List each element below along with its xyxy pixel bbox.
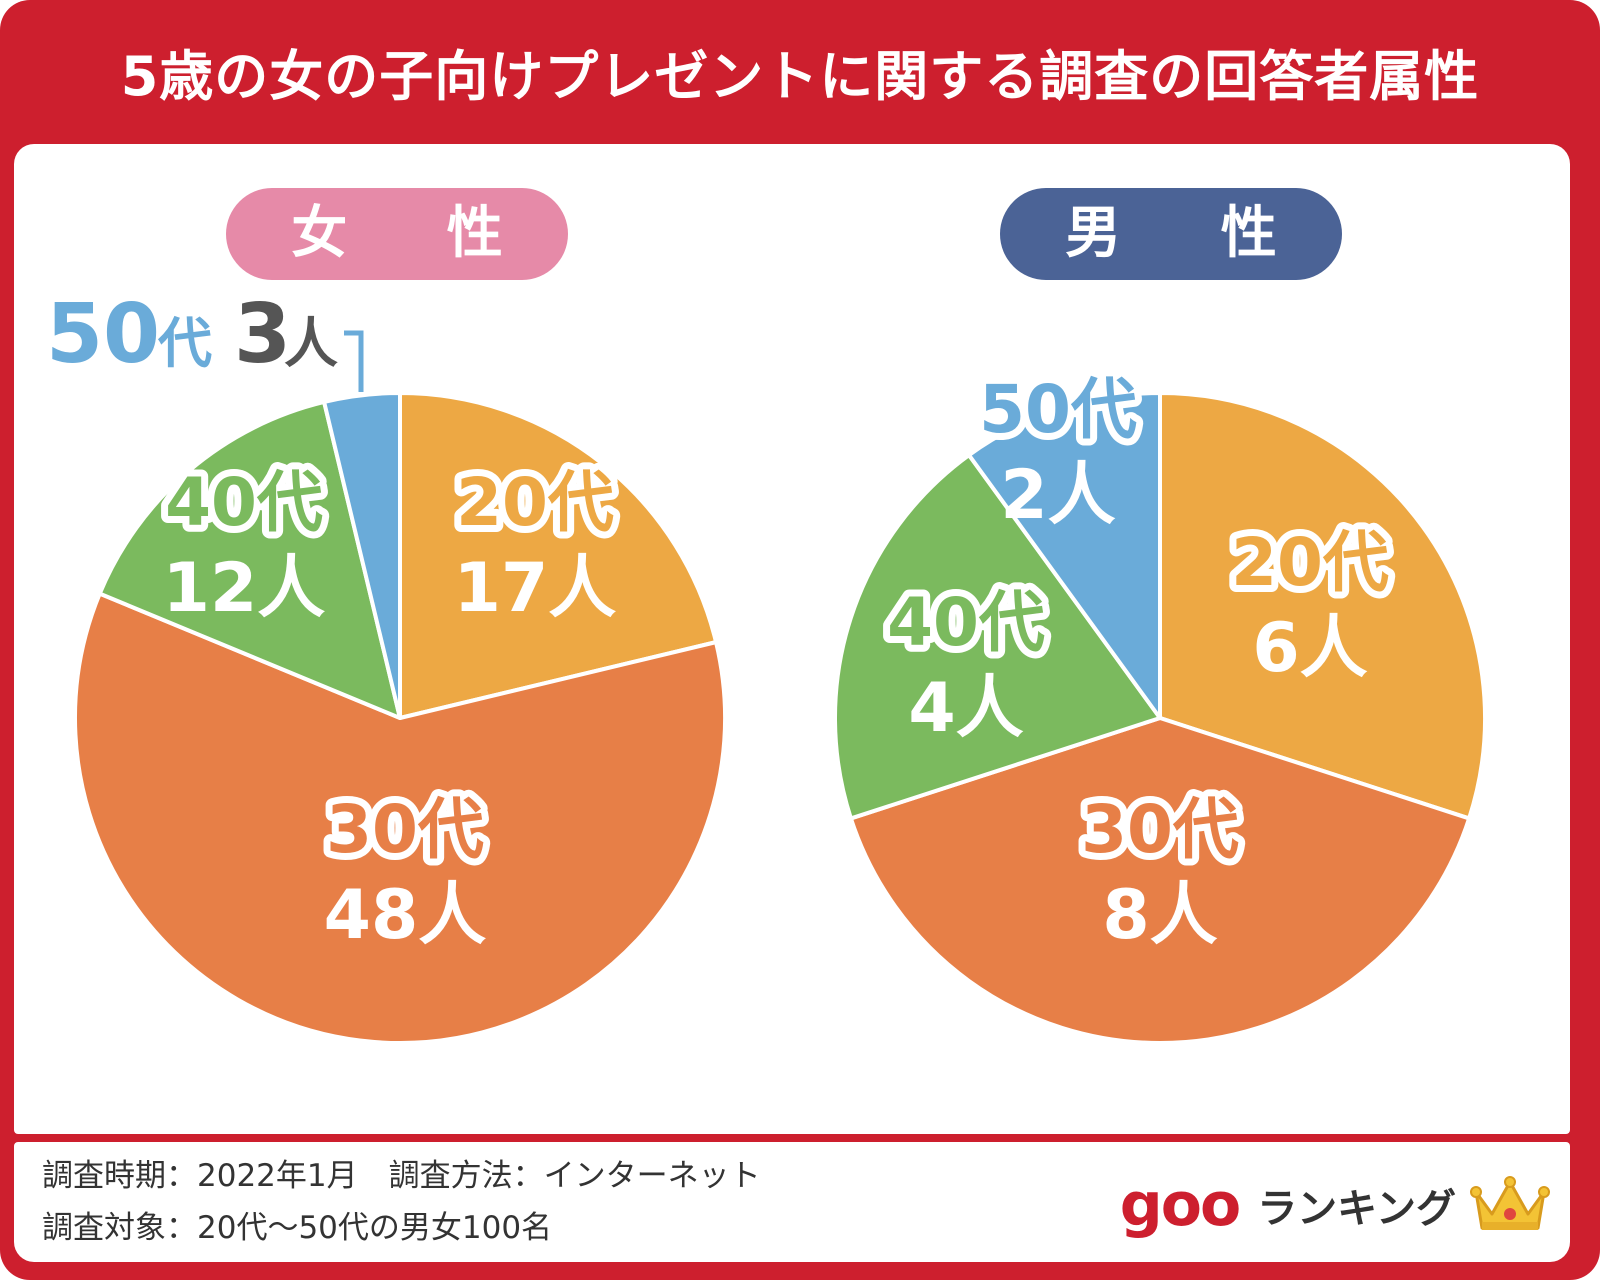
pie-slice-50代 bbox=[966, 391, 1162, 720]
slice-label-count: 48人 bbox=[324, 876, 487, 955]
survey-target: 調査対象：20代〜50代の男女100名 bbox=[42, 1210, 553, 1246]
slice-label-count: 17人 bbox=[454, 549, 617, 628]
slice-label-category: 30代 bbox=[326, 791, 484, 868]
slice-label-category: 50代 bbox=[979, 371, 1137, 448]
goo-logo-text: goo bbox=[1119, 1170, 1241, 1240]
ranking-logo-text: ランキング bbox=[1257, 1186, 1456, 1232]
female-pie: 20代 17人 30代 48人 40代 12人 bbox=[73, 391, 727, 1045]
slice-label-category: 40代 bbox=[887, 584, 1045, 661]
slice-label-category: 30代 bbox=[1081, 791, 1239, 868]
pie-slice-20代 bbox=[1158, 391, 1487, 821]
pie-slice-30代 bbox=[848, 716, 1472, 1045]
slice-label-category: 40代 bbox=[165, 464, 323, 541]
callout-dai: 代 bbox=[157, 312, 212, 375]
slice-label-category: 20代 bbox=[456, 464, 614, 541]
slice-label-count: 2人 bbox=[1000, 456, 1115, 535]
callout-leader-line bbox=[344, 330, 364, 392]
pie-slice-40代 bbox=[833, 453, 1162, 821]
male-pie: 20代 6人 30代 8人 40代 4人 50代 2人 bbox=[833, 364, 1487, 1045]
pie-slice-20代 bbox=[398, 391, 719, 720]
male-chart-title: 男 性 bbox=[1000, 188, 1342, 280]
female-chart-title: 女 性 bbox=[226, 188, 568, 280]
slice-label-count: 8人 bbox=[1102, 876, 1217, 955]
slice-label-count: 6人 bbox=[1252, 609, 1367, 688]
goo-ranking-logo: goo ランキング bbox=[1120, 1170, 1550, 1240]
callout-count: 3 bbox=[234, 287, 291, 382]
pie-slice-40代 bbox=[97, 399, 402, 720]
footer: 調査時期：2022年1月 調査方法：インターネット 調査対象：20代〜50代の男… bbox=[14, 1142, 1570, 1262]
callout-unit: 人 bbox=[284, 312, 338, 375]
callout-age: 50 bbox=[46, 287, 160, 382]
pie-slice-30代 bbox=[73, 591, 727, 1045]
page-title: 5歳の女の子向けプレゼントに関する調査の回答者属性 bbox=[120, 45, 1480, 108]
slice-label-category: 20代 bbox=[1231, 524, 1389, 601]
pie-slice-50代 bbox=[322, 391, 402, 720]
survey-period-method: 調査時期：2022年1月 調査方法：インターネット bbox=[42, 1158, 761, 1194]
female-50s-callout: 50 代 3 人 bbox=[46, 287, 364, 392]
slice-label-count: 12人 bbox=[163, 549, 326, 628]
crown-icon bbox=[1470, 1176, 1550, 1230]
slice-label-count: 4人 bbox=[908, 669, 1023, 748]
